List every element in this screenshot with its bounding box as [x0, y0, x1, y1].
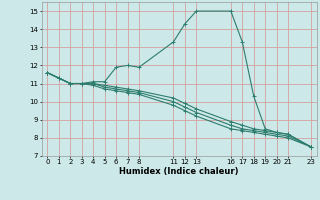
X-axis label: Humidex (Indice chaleur): Humidex (Indice chaleur) [119, 167, 239, 176]
